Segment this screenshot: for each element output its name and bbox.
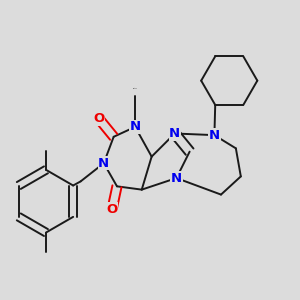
Text: N: N	[171, 172, 182, 184]
Text: N: N	[209, 129, 220, 142]
Text: O: O	[93, 112, 104, 125]
Text: N: N	[130, 120, 141, 134]
Text: O: O	[106, 203, 118, 216]
Text: N: N	[98, 157, 109, 170]
Text: N: N	[169, 127, 180, 140]
Text: methyl: methyl	[133, 88, 138, 89]
